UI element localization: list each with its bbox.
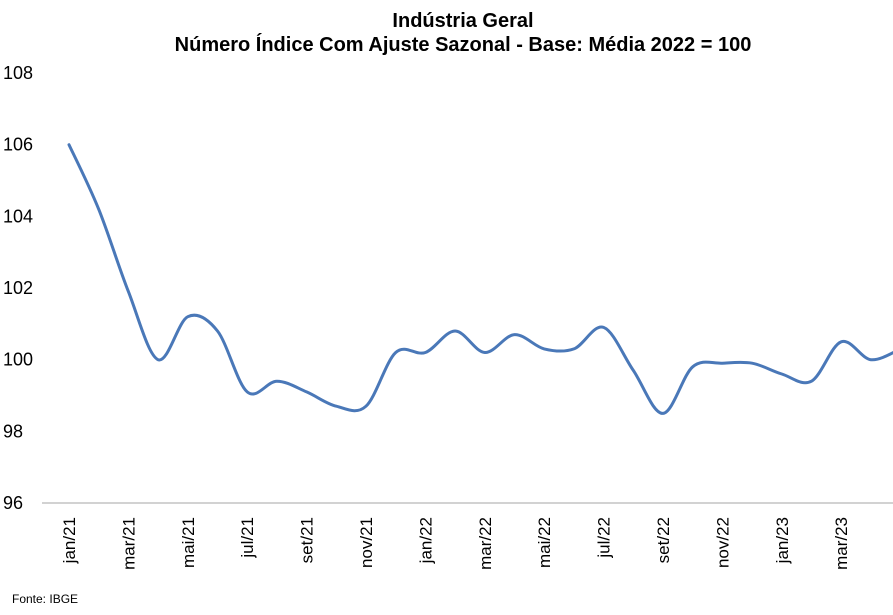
x-tick-label: jan/22 xyxy=(416,517,435,564)
chart-title: Indústria Geral xyxy=(392,10,534,32)
source-note: Fonte: IBGE xyxy=(12,592,79,606)
y-tick-label: 102 xyxy=(3,278,33,298)
chart-subtitle: Número Índice Com Ajuste Sazonal - Base:… xyxy=(174,34,752,56)
series-line xyxy=(67,143,893,415)
y-tick-label: 106 xyxy=(3,135,33,155)
x-tick-label: set/22 xyxy=(654,517,673,563)
x-tick-label: jan/21 xyxy=(60,517,79,564)
x-tick-label: nov/21 xyxy=(357,517,376,568)
x-tick-label: mar/22 xyxy=(476,517,495,570)
x-tick-label: mai/23 xyxy=(892,517,893,568)
y-tick-label: 104 xyxy=(3,206,33,226)
x-tick-label: mar/23 xyxy=(832,517,851,570)
y-axis-ticks: 96 98 100 102 104 106 108 xyxy=(3,63,33,513)
x-tick-label: set/21 xyxy=(298,517,317,563)
x-tick-label: jul/22 xyxy=(595,517,614,559)
y-tick-label: 98 xyxy=(3,421,23,441)
x-tick-label: mai/21 xyxy=(179,517,198,568)
x-tick-label: jul/21 xyxy=(238,517,257,559)
x-tick-label: jan/23 xyxy=(773,517,792,564)
x-tick-label: mar/21 xyxy=(119,517,138,570)
y-tick-label: 100 xyxy=(3,350,33,370)
x-tick-label: mai/22 xyxy=(535,517,554,568)
y-tick-label: 96 xyxy=(3,493,23,513)
y-tick-label: 108 xyxy=(3,63,33,83)
x-axis-ticks: jan/21 mar/21 mai/21 jul/21 set/21 nov/21 jan/… xyxy=(60,517,893,570)
x-tick-label: nov/22 xyxy=(713,517,732,568)
